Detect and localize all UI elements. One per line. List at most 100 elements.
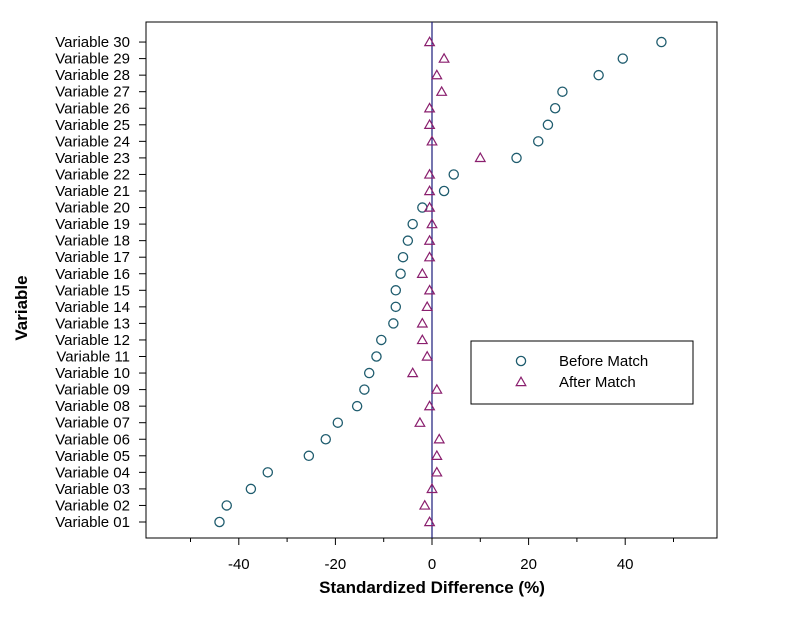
after-match-point xyxy=(426,218,438,229)
y-tick-label: Variable 28 xyxy=(55,67,130,84)
before-match-point xyxy=(376,334,387,346)
y-tick-label: Variable 25 xyxy=(55,117,130,134)
legend-label: After Match xyxy=(559,374,636,391)
before-match-point xyxy=(617,53,629,64)
before-match-point xyxy=(542,119,554,131)
after-match-point xyxy=(421,300,434,312)
before-match-point xyxy=(245,483,257,495)
y-tick-label: Variable 16 xyxy=(55,266,130,283)
after-match-point xyxy=(430,449,443,460)
after-match-point xyxy=(423,251,436,262)
legend-box xyxy=(470,340,694,405)
before-match-point xyxy=(303,450,315,462)
after-match-point xyxy=(414,416,426,427)
after-match-point xyxy=(423,515,436,527)
x-tick-label: 40 xyxy=(617,556,634,573)
before-match-point xyxy=(371,351,382,362)
before-match-point xyxy=(395,268,406,279)
x-tick-label: -40 xyxy=(228,556,250,573)
before-match-point xyxy=(351,400,363,412)
before-match-point xyxy=(262,467,274,478)
y-tick-label: Variable 01 xyxy=(55,514,130,531)
before-match-point xyxy=(407,218,418,230)
x-tick-label: -20 xyxy=(325,556,347,573)
before-match-point xyxy=(214,516,225,528)
before-match-point xyxy=(593,69,604,81)
after-match-point xyxy=(423,234,436,245)
y-tick-label: Variable 19 xyxy=(55,216,130,233)
x-tick-label: 20 xyxy=(520,556,537,573)
after-match-point xyxy=(438,52,450,63)
before-match-point xyxy=(402,235,414,246)
y-tick-label: Variable 18 xyxy=(55,233,130,250)
after-match-point xyxy=(430,383,443,394)
y-tick-label: Variable 11 xyxy=(56,349,130,366)
y-tick-label: Variable 04 xyxy=(55,464,130,481)
y-tick-label: Variable 20 xyxy=(55,200,130,217)
before-match-point xyxy=(390,285,402,296)
y-tick-label: Variable 22 xyxy=(55,166,130,183)
after-match-point xyxy=(474,151,487,163)
before-match-point xyxy=(438,185,450,197)
before-match-point xyxy=(397,251,409,263)
after-match-point xyxy=(406,367,419,378)
y-tick-label: Variable 21 xyxy=(55,183,130,200)
y-axis-title: Variable xyxy=(12,275,31,340)
legend-label: Before Match xyxy=(559,353,648,370)
after-match-point xyxy=(416,267,429,278)
x-axis-title: Standardized Difference (%) xyxy=(319,578,545,597)
after-match-point xyxy=(430,69,443,80)
y-tick-label: Variable 05 xyxy=(55,448,130,465)
after-match-point xyxy=(430,466,443,477)
after-match-point xyxy=(423,284,436,295)
after-match-point xyxy=(426,482,438,494)
y-tick-label: Variable 12 xyxy=(55,332,130,349)
after-match-point xyxy=(426,135,438,146)
after-match-point xyxy=(423,102,436,113)
y-tick-label: Variable 17 xyxy=(55,249,130,266)
after-match-point xyxy=(423,400,436,411)
after-match-point xyxy=(435,85,448,96)
before-match-point xyxy=(448,169,459,180)
y-tick-label: Variable 30 xyxy=(55,34,130,51)
y-tick-label: Variable 03 xyxy=(55,481,130,498)
legend-marker-after-match xyxy=(515,375,527,387)
after-match-point xyxy=(423,36,436,47)
y-tick-label: Variable 27 xyxy=(55,84,130,101)
y-tick-label: Variable 06 xyxy=(55,431,130,448)
after-match-point xyxy=(416,333,429,345)
y-tick-label: Variable 10 xyxy=(55,365,130,382)
y-tick-label: Variable 24 xyxy=(55,133,130,150)
y-tick-label: Variable 08 xyxy=(55,398,130,415)
y-tick-label: Variable 07 xyxy=(55,415,130,432)
before-match-point xyxy=(359,384,370,395)
after-match-point xyxy=(423,201,436,212)
after-match-point xyxy=(423,184,436,196)
before-match-point xyxy=(656,36,667,48)
legend-marker-before-match xyxy=(515,355,527,367)
after-match-point xyxy=(421,350,434,361)
before-match-point xyxy=(363,367,375,379)
after-match-point xyxy=(416,317,429,328)
after-match-point xyxy=(418,499,431,510)
y-tick-label: Variable 14 xyxy=(55,299,130,316)
before-match-point xyxy=(533,136,544,147)
after-match-point xyxy=(423,118,436,129)
y-tick-label: Variable 13 xyxy=(55,315,130,332)
before-match-point xyxy=(549,103,561,114)
before-match-point xyxy=(511,152,522,164)
before-match-point xyxy=(332,417,344,428)
y-tick-label: Variable 15 xyxy=(55,282,130,299)
before-match-point xyxy=(388,318,399,329)
after-match-point xyxy=(423,168,436,179)
y-tick-label: Variable 02 xyxy=(55,497,130,514)
before-match-point xyxy=(320,433,331,445)
after-match-point xyxy=(433,433,446,444)
legend: Before Match After Match xyxy=(470,340,694,405)
before-match-point xyxy=(221,500,232,511)
y-tick-label: Variable 09 xyxy=(55,382,130,399)
x-tick-label: 0 xyxy=(428,556,436,573)
y-tick-label: Variable 23 xyxy=(55,150,130,167)
